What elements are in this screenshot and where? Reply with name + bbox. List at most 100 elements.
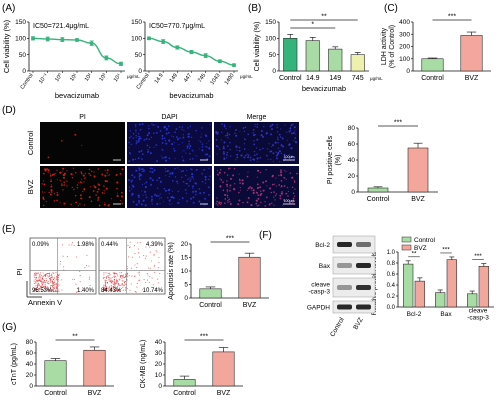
event-dot [52, 285, 54, 287]
y-tick-label: 0 [138, 68, 142, 75]
cell-dot [185, 182, 187, 185]
event-dot [122, 284, 124, 286]
event-dot [107, 276, 109, 278]
cell-dot [91, 170, 93, 173]
cell-dot [109, 174, 111, 176]
blot-band [356, 304, 371, 310]
panel-letter-g: (G) [2, 322, 16, 333]
cell-dot [256, 126, 259, 128]
cell-dot [163, 137, 166, 140]
cell-dot [273, 196, 275, 198]
cell-dot [195, 130, 197, 132]
cell-dot [156, 179, 158, 181]
cell-dot [277, 136, 279, 138]
cell-dot [143, 169, 146, 172]
event-dot [134, 290, 136, 293]
cell-dot [186, 145, 189, 148]
cell-dot [168, 188, 171, 191]
event-dot [148, 267, 150, 269]
cell-dot [247, 156, 250, 159]
cell-dot [138, 167, 141, 170]
cell-dot [220, 179, 223, 181]
cell-dot [219, 185, 222, 188]
event-dot [112, 280, 114, 282]
event-dot [104, 280, 106, 282]
event-dot [47, 275, 49, 277]
cell-dot [145, 194, 147, 196]
event-dot [44, 284, 46, 286]
y-tick-label: 20 [26, 372, 34, 379]
cell-dot [235, 145, 238, 148]
cell-dot [176, 180, 179, 183]
cell-dot [141, 153, 144, 156]
event-dot [121, 274, 123, 277]
chart-d-pi-positive: 0 20 40 60 80 Control BVZ *** PI positive cells(… [327, 120, 438, 203]
cell-dot [216, 153, 218, 155]
event-dot [121, 277, 123, 279]
cell-dot [227, 145, 229, 147]
cell-dot [281, 185, 283, 188]
event-dot [57, 280, 59, 282]
micrograph-image [40, 122, 125, 164]
cell-dot [257, 204, 260, 207]
cell-dot [280, 128, 282, 130]
cell-dot [283, 185, 286, 187]
chart-title: IC50=770.7μg/mL [149, 23, 205, 30]
significance-label: *** [394, 120, 402, 127]
cell-dot [226, 180, 228, 182]
event-dot [63, 266, 65, 268]
cell-dot [177, 138, 179, 140]
event-dot [111, 276, 113, 278]
cell-dot [222, 189, 225, 192]
cell-dot [273, 204, 275, 206]
cell-dot [61, 184, 63, 187]
event-dot [55, 272, 57, 274]
cell-dot [103, 185, 105, 187]
quadrant-ul-value: 0.44% [101, 242, 119, 248]
x-unit-label: μg/mL [240, 74, 253, 79]
cell-dot [195, 168, 198, 171]
cell-dot [144, 186, 147, 189]
cell-dot [293, 195, 296, 197]
cell-dot [172, 136, 174, 138]
event-dot [116, 273, 118, 275]
cell-dot [259, 157, 262, 159]
event-dot [130, 267, 132, 269]
y-tick-label: 100 [265, 36, 276, 43]
cell-dot [190, 197, 193, 200]
cell-dot [156, 160, 159, 163]
event-dot [50, 285, 52, 287]
y-tick-label: 0.0 [387, 305, 396, 311]
event-dot [126, 279, 128, 281]
event-dot [151, 260, 153, 262]
cell-dot [216, 170, 218, 172]
y-tick-label: 20 [348, 173, 356, 180]
cell-dot [279, 161, 281, 163]
x-tick-label: cleave -casp-3 [467, 307, 489, 321]
cell-dot [188, 177, 190, 179]
cell-dot [132, 158, 135, 161]
event-dot [44, 275, 47, 277]
event-dot [52, 289, 54, 292]
event-dot [35, 274, 37, 276]
panel-letter-e: (E) [2, 224, 15, 235]
quadrant-ur-value: 1.98% [77, 242, 95, 248]
cell-dot [128, 136, 131, 139]
y-tick-label: 0 [272, 68, 276, 75]
cell-dot [241, 179, 244, 182]
cell-dot [215, 203, 217, 205]
event-dot [50, 287, 52, 289]
micrograph-image [40, 166, 125, 208]
cell-dot [157, 125, 160, 128]
blot-band [356, 285, 371, 290]
panel-letter-b: (B) [248, 3, 261, 14]
cell-dot [97, 196, 100, 199]
event-dot [153, 254, 155, 256]
cell-dot [199, 192, 202, 195]
cell-dot [150, 136, 153, 139]
cell-dot [187, 127, 189, 129]
event-dot [38, 284, 40, 286]
cell-dot [79, 194, 82, 197]
event-dot [51, 281, 53, 283]
cell-dot [79, 203, 81, 205]
